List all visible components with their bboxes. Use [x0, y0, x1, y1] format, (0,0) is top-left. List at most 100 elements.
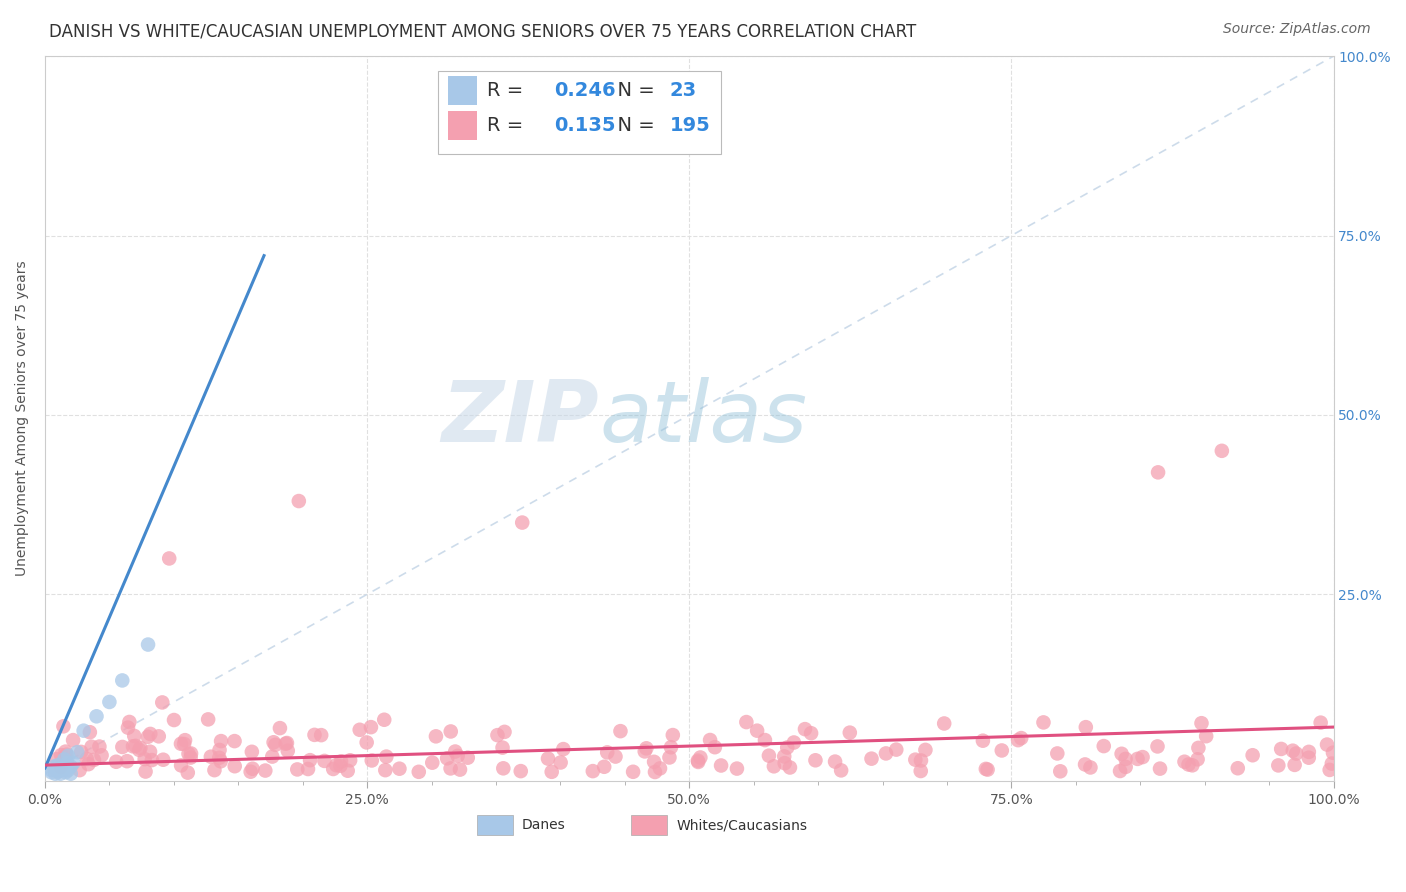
Point [111, 739, 134, 754]
Point [910, 764, 932, 778]
Point [173, 737, 195, 751]
Point [1173, 755, 1195, 769]
Point [1007, 733, 1029, 747]
Point [309, 728, 332, 742]
Point [89, 739, 111, 754]
Point [1149, 762, 1171, 776]
Point [208, 743, 231, 757]
Point [537, 751, 560, 765]
Point [180, 747, 202, 761]
Point [703, 740, 725, 755]
Point [1195, 729, 1218, 743]
Point [838, 725, 860, 739]
Point [860, 752, 883, 766]
Point [263, 735, 285, 749]
Point [152, 753, 174, 767]
Point [596, 745, 619, 759]
Point [150, 695, 173, 709]
Point [1187, 740, 1209, 755]
Point [388, 762, 411, 776]
Point [914, 743, 936, 757]
Point [824, 755, 846, 769]
Point [56, 748, 79, 763]
Point [53, 761, 76, 775]
Point [1267, 758, 1289, 772]
Point [224, 759, 246, 773]
Point [62, 733, 84, 747]
Point [49, 760, 72, 774]
Point [1126, 752, 1149, 766]
Point [336, 764, 359, 778]
Point [117, 721, 139, 735]
Point [425, 729, 447, 743]
Point [800, 726, 823, 740]
Point [492, 761, 515, 775]
Point [1322, 746, 1344, 760]
Point [53, 752, 76, 766]
Text: N =: N = [606, 116, 661, 135]
Point [135, 764, 157, 779]
Point [349, 723, 371, 737]
Point [136, 638, 159, 652]
Point [49, 766, 72, 780]
Point [1010, 731, 1032, 745]
Text: R =: R = [486, 116, 530, 135]
Point [754, 733, 776, 747]
Point [1132, 750, 1154, 764]
Point [118, 714, 141, 729]
Point [264, 738, 287, 752]
Point [621, 764, 644, 779]
Point [177, 747, 200, 761]
Point [710, 758, 733, 772]
Point [644, 764, 666, 779]
Point [659, 740, 682, 755]
Point [208, 751, 231, 765]
Point [139, 727, 162, 741]
Point [76, 752, 98, 766]
Point [1320, 756, 1343, 771]
Point [758, 748, 780, 763]
Point [209, 734, 232, 748]
Point [1211, 443, 1233, 458]
Point [643, 755, 665, 769]
Point [783, 735, 806, 749]
Point [491, 740, 513, 755]
Point [1074, 720, 1097, 734]
Point [111, 673, 134, 688]
Point [177, 765, 200, 780]
Point [1109, 764, 1132, 778]
Point [69, 763, 91, 777]
Point [56, 763, 79, 777]
Point [41, 765, 63, 780]
Point [297, 762, 319, 776]
Point [1298, 745, 1320, 759]
Point [49, 748, 72, 763]
Point [330, 755, 353, 769]
Point [72, 723, 94, 738]
Point [449, 763, 471, 777]
Point [1115, 760, 1137, 774]
Point [269, 721, 291, 735]
Point [51, 763, 73, 777]
Point [776, 740, 799, 755]
Point [41, 763, 63, 777]
Point [276, 736, 298, 750]
Point [224, 734, 246, 748]
Point [288, 494, 311, 508]
Point [794, 722, 817, 736]
Point [274, 737, 297, 751]
Point [134, 752, 156, 766]
Point [242, 762, 264, 776]
Text: 0.135: 0.135 [554, 116, 616, 135]
FancyBboxPatch shape [439, 70, 721, 154]
Point [745, 723, 768, 738]
Point [1241, 748, 1264, 763]
Point [762, 759, 785, 773]
Point [457, 750, 479, 764]
Point [200, 749, 222, 764]
Point [174, 733, 197, 747]
Point [148, 729, 170, 743]
Point [420, 756, 443, 770]
Point [374, 763, 396, 777]
Point [636, 741, 658, 756]
